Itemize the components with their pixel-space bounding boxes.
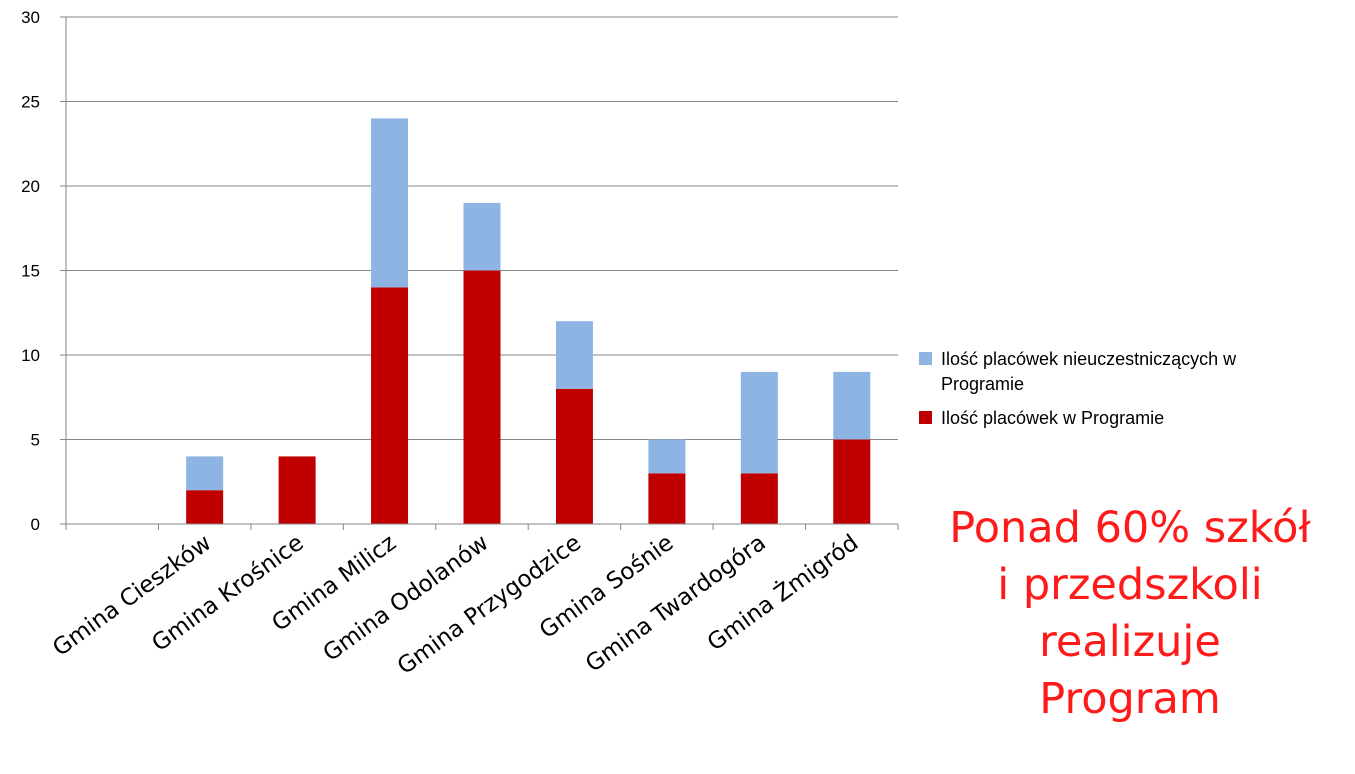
bar-not-in-program xyxy=(648,439,686,474)
y-tick-label: 10 xyxy=(21,346,40,365)
bar-in-program xyxy=(186,490,224,524)
legend-label: Ilość placówek nieuczestniczących w xyxy=(941,349,1237,369)
bar-not-in-program xyxy=(555,321,593,389)
bar-in-program xyxy=(555,388,593,524)
bar-in-program xyxy=(463,270,501,524)
bar-in-program xyxy=(371,287,409,524)
bar-not-in-program xyxy=(833,371,871,440)
y-tick-label: 25 xyxy=(21,93,40,112)
legend-label: Ilość placówek w Programie xyxy=(941,408,1164,428)
x-tick-label: Gmina Cieszków xyxy=(48,530,216,662)
callout-line-1: Ponad 60% szkół xyxy=(949,503,1311,553)
bar-not-in-program xyxy=(463,202,501,271)
bar-in-program xyxy=(833,439,871,524)
y-tick-label: 5 xyxy=(31,431,40,450)
x-tick-label: Gmina Krośnice xyxy=(147,530,308,657)
legend-label-cont: Programie xyxy=(941,374,1024,394)
callout-line-2: i przedszkoli xyxy=(997,560,1263,610)
legend-swatch xyxy=(919,352,932,365)
x-tick-label: Gmina Żmigród xyxy=(702,528,864,656)
bar-not-in-program xyxy=(371,118,409,288)
y-tick-label: 20 xyxy=(21,177,40,196)
bar-not-in-program xyxy=(740,371,778,474)
bar-in-program xyxy=(740,473,778,524)
bar-not-in-program xyxy=(186,456,224,491)
axes xyxy=(60,16,899,530)
y-tick-label: 15 xyxy=(21,262,40,281)
legend-swatch xyxy=(919,411,932,424)
bar-in-program xyxy=(648,473,686,524)
x-tick-label: Gmina Odolanów xyxy=(319,530,494,667)
callout-line-3: realizuje xyxy=(1039,617,1221,667)
bar-in-program xyxy=(278,456,316,524)
legend: Ilość placówek nieuczestniczących w Progr… xyxy=(919,349,1237,428)
callout-text: Ponad 60% szkół i przedszkoli realizuje … xyxy=(905,500,1355,774)
y-tick-labels: 0 5 10 15 20 25 30 xyxy=(21,8,40,534)
bars xyxy=(186,118,871,524)
y-tick-label: 0 xyxy=(31,515,40,534)
callout-line-4: Program xyxy=(1039,674,1221,724)
y-tick-label: 30 xyxy=(21,8,40,27)
